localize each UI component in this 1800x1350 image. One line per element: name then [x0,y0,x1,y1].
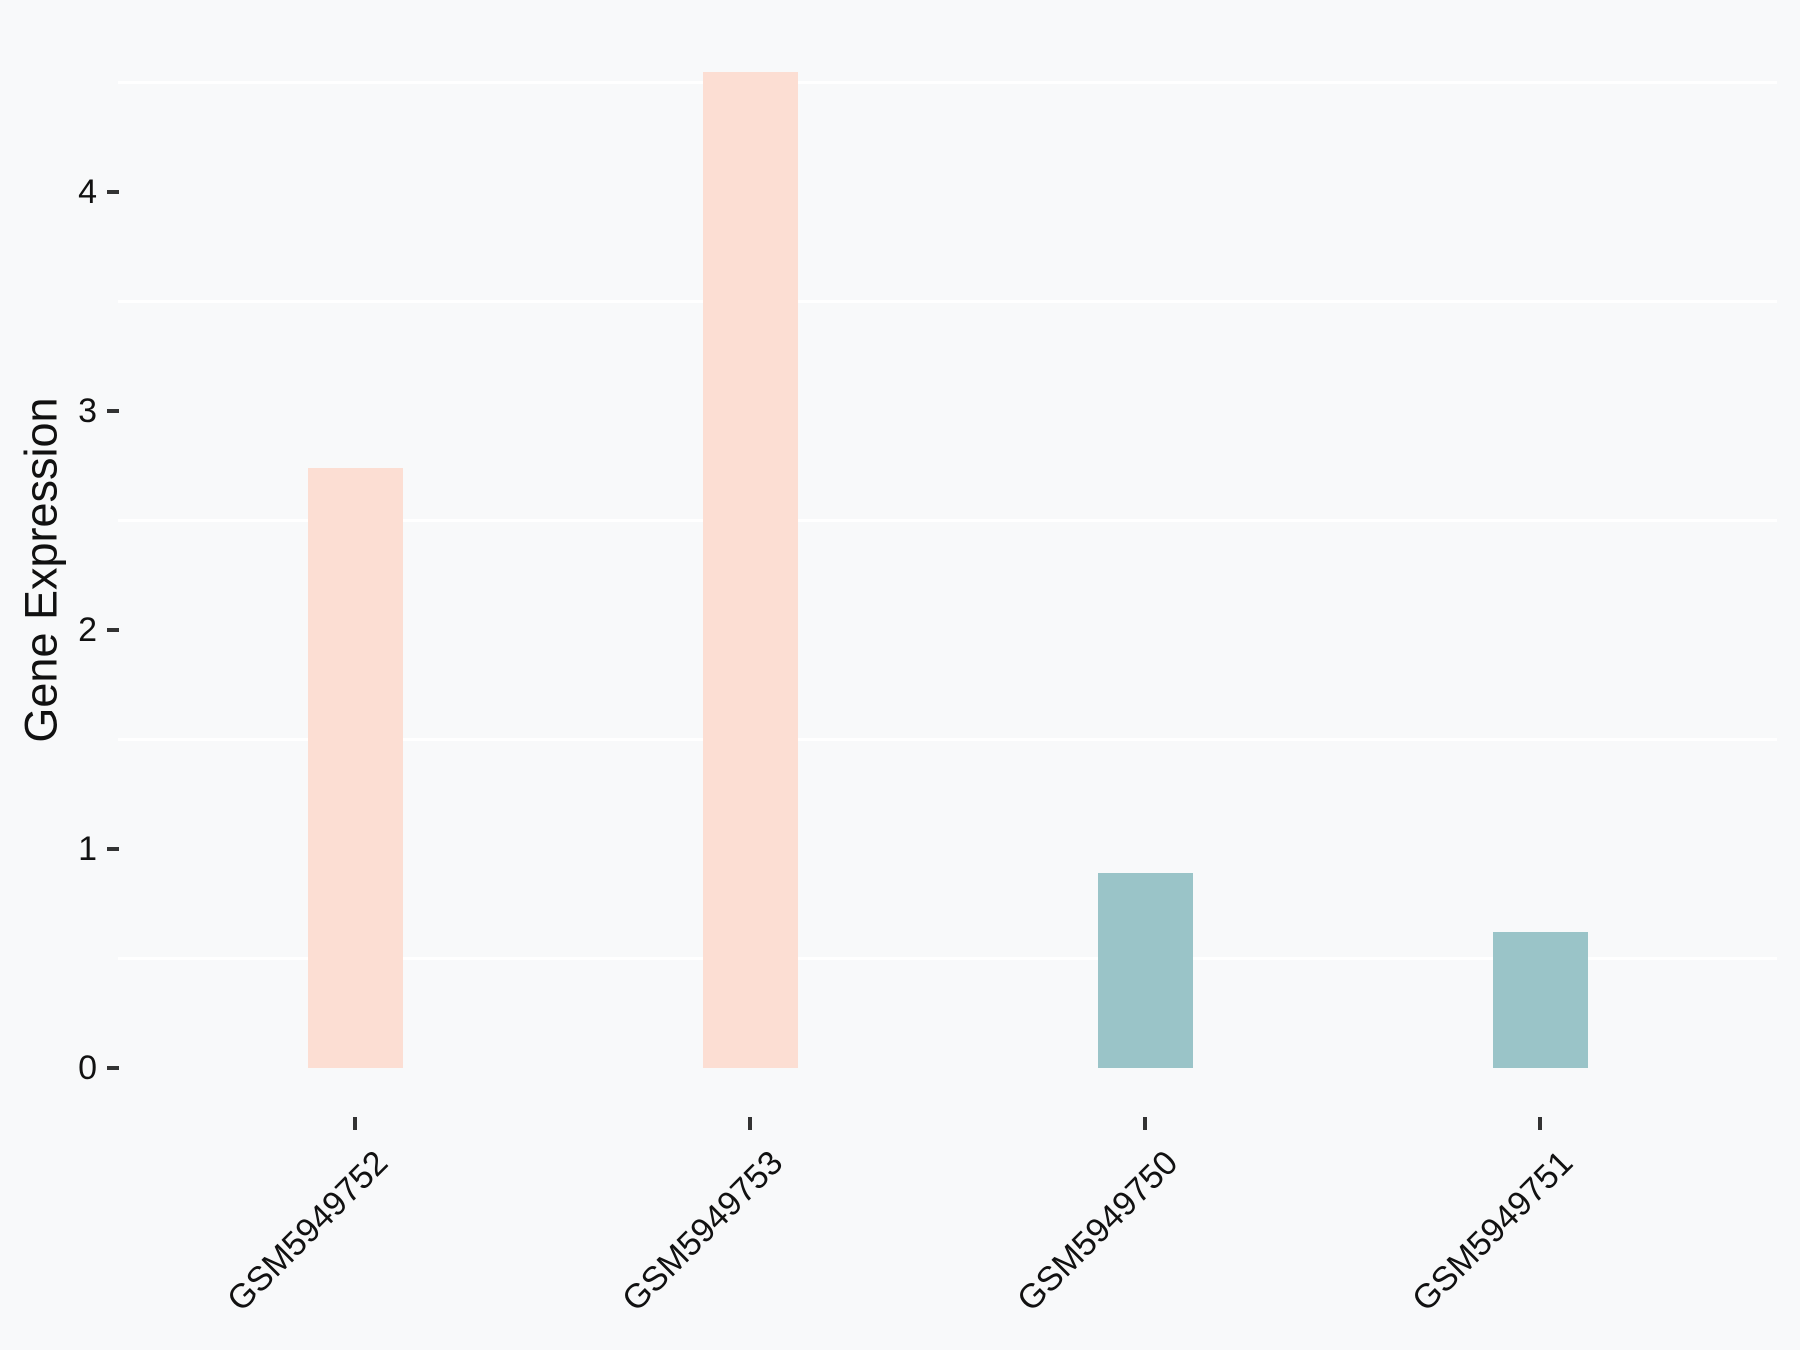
x-axis-tick-label: GSM5949752 [220,1143,396,1319]
x-axis-tick [353,1117,357,1130]
y-axis-tick [107,628,119,632]
y-axis-tick [107,1066,119,1070]
y-axis-tick [107,409,119,413]
bar-GSM5949751 [1492,932,1588,1068]
minor-gridline [118,957,1777,960]
minor-gridline [118,300,1777,303]
y-axis-tick-label: 1 [78,830,97,868]
minor-gridline [118,81,1777,84]
x-axis-tick [748,1117,752,1130]
bar-GSM5949750 [1097,873,1193,1068]
minor-gridline [118,519,1777,522]
bar-GSM5949752 [307,467,403,1068]
y-axis-title: Gene Expression [15,397,67,743]
bar-GSM5949753 [702,71,798,1068]
y-axis-tick-label: 4 [78,173,97,211]
x-axis-tick-label: GSM5949751 [1405,1143,1581,1319]
x-axis-tick [1143,1117,1147,1130]
x-axis-tick-label: GSM5949753 [615,1143,791,1319]
y-axis-tick-label: 0 [78,1049,97,1087]
y-axis-tick [107,190,119,194]
y-axis-tick-label: 3 [78,392,97,430]
y-axis-tick-label: 2 [78,611,97,649]
x-axis-tick-label: GSM5949750 [1010,1143,1186,1319]
y-axis-tick [107,847,119,851]
minor-gridline [118,738,1777,741]
x-axis-tick [1538,1117,1542,1130]
